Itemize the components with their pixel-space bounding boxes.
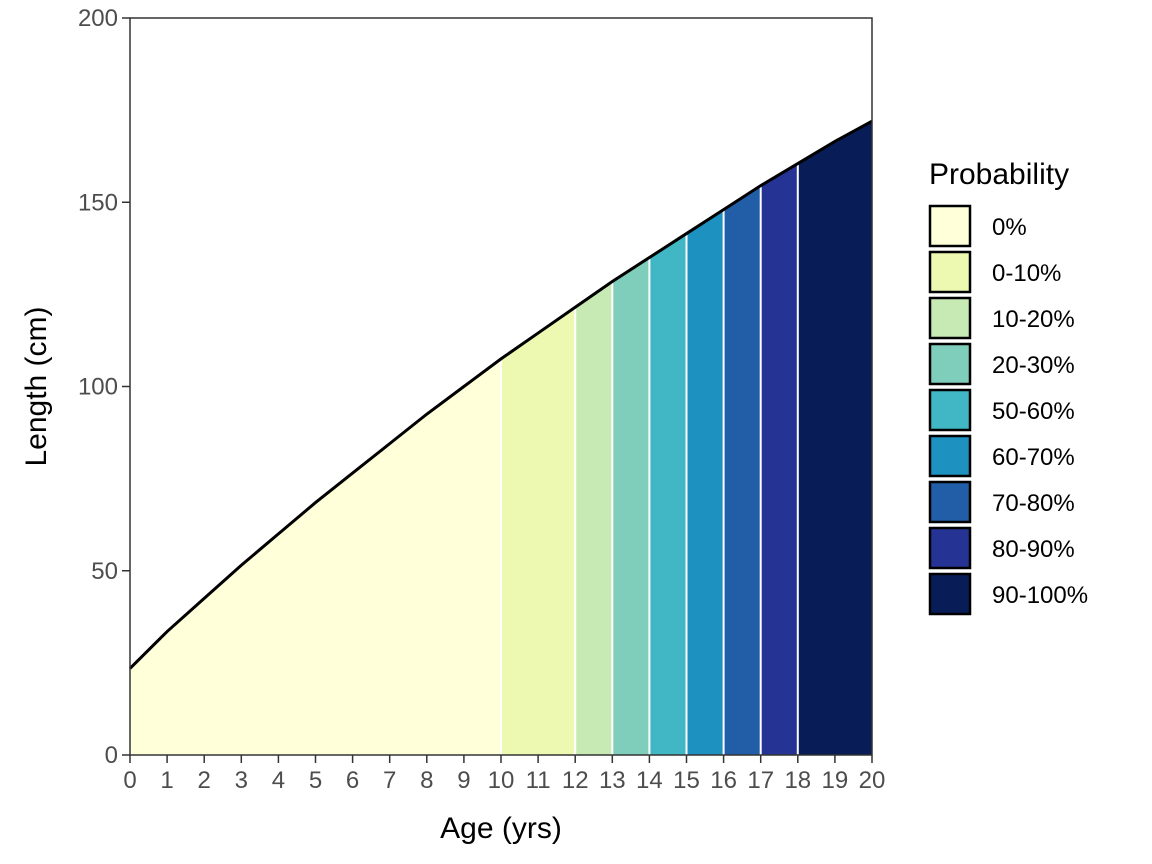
y-axis-title: Length (cm) [20, 306, 53, 466]
band-0-10pct [501, 307, 576, 755]
band-70-80pct [723, 185, 761, 756]
band-50-60pct [649, 233, 687, 755]
band-10-20pct [575, 281, 613, 755]
y-tick-label: 150 [78, 189, 118, 216]
x-tick-label: 0 [123, 767, 136, 794]
growth-curve-line [128, 119, 873, 670]
legend-key [928, 296, 972, 340]
x-tick-label: 16 [710, 767, 737, 794]
x-tick-label: 20 [859, 767, 886, 794]
legend-label: 70-80% [992, 490, 1075, 517]
x-tick-label: 18 [784, 767, 811, 794]
x-tick-label: 4 [272, 767, 285, 794]
x-axis-title: Age (yrs) [440, 812, 562, 845]
legend-title: Probability [929, 158, 1069, 191]
y-tick-label: 100 [78, 374, 118, 401]
legend-key [928, 342, 972, 386]
legend-label: 0% [992, 214, 1027, 241]
legend-label: 60-70% [992, 444, 1075, 471]
x-tick-label: 10 [488, 767, 515, 794]
legend-key [928, 572, 972, 616]
band-0pct [130, 358, 501, 755]
legend-label: 20-30% [992, 352, 1075, 379]
y-tick-label: 200 [78, 5, 118, 32]
x-tick-label: 6 [346, 767, 359, 794]
x-tick-label: 5 [309, 767, 322, 794]
legend: Probability 0% 0-10% 10-20% 20-30% 50-60% 60-… [928, 158, 1088, 616]
probability-bands [130, 121, 872, 756]
x-tick-label: 3 [235, 767, 248, 794]
x-tick-label: 17 [747, 767, 774, 794]
y-axis: 0 50 100 150 200 [78, 5, 130, 769]
x-tick-label: 2 [198, 767, 211, 794]
x-tick-label: 1 [160, 767, 173, 794]
y-tick-label: 0 [105, 742, 118, 769]
legend-key [928, 204, 972, 248]
x-tick-label: 12 [562, 767, 589, 794]
y-tick-label: 50 [91, 558, 118, 585]
x-tick-label: 15 [673, 767, 700, 794]
legend-key [928, 480, 972, 524]
x-tick-label: 9 [457, 767, 470, 794]
legend-label: 0-10% [992, 260, 1061, 287]
band-90-100pct [797, 121, 872, 756]
legend-key [928, 250, 972, 294]
legend-key [928, 388, 972, 432]
x-axis: 0 1 2 3 4 5 6 7 8 9 10 11 12 13 14 15 16 17 18 19 20 [123, 755, 885, 794]
legend-label: 80-90% [992, 536, 1075, 563]
legend-label: 50-60% [992, 398, 1075, 425]
legend-key [928, 526, 972, 570]
legend-label: 10-20% [992, 306, 1075, 333]
x-tick-label: 13 [599, 767, 626, 794]
legend-key [928, 434, 972, 478]
x-tick-label: 11 [526, 767, 551, 794]
band-60-70pct [686, 209, 724, 755]
x-tick-label: 8 [420, 767, 433, 794]
band-dividers [500, 163, 799, 755]
band-20-30pct [612, 257, 650, 755]
x-tick-label: 7 [383, 767, 396, 794]
legend-label: 90-100% [992, 582, 1088, 609]
x-tick-label: 14 [636, 767, 663, 794]
x-tick-label: 19 [822, 767, 849, 794]
band-80-90pct [760, 163, 798, 755]
